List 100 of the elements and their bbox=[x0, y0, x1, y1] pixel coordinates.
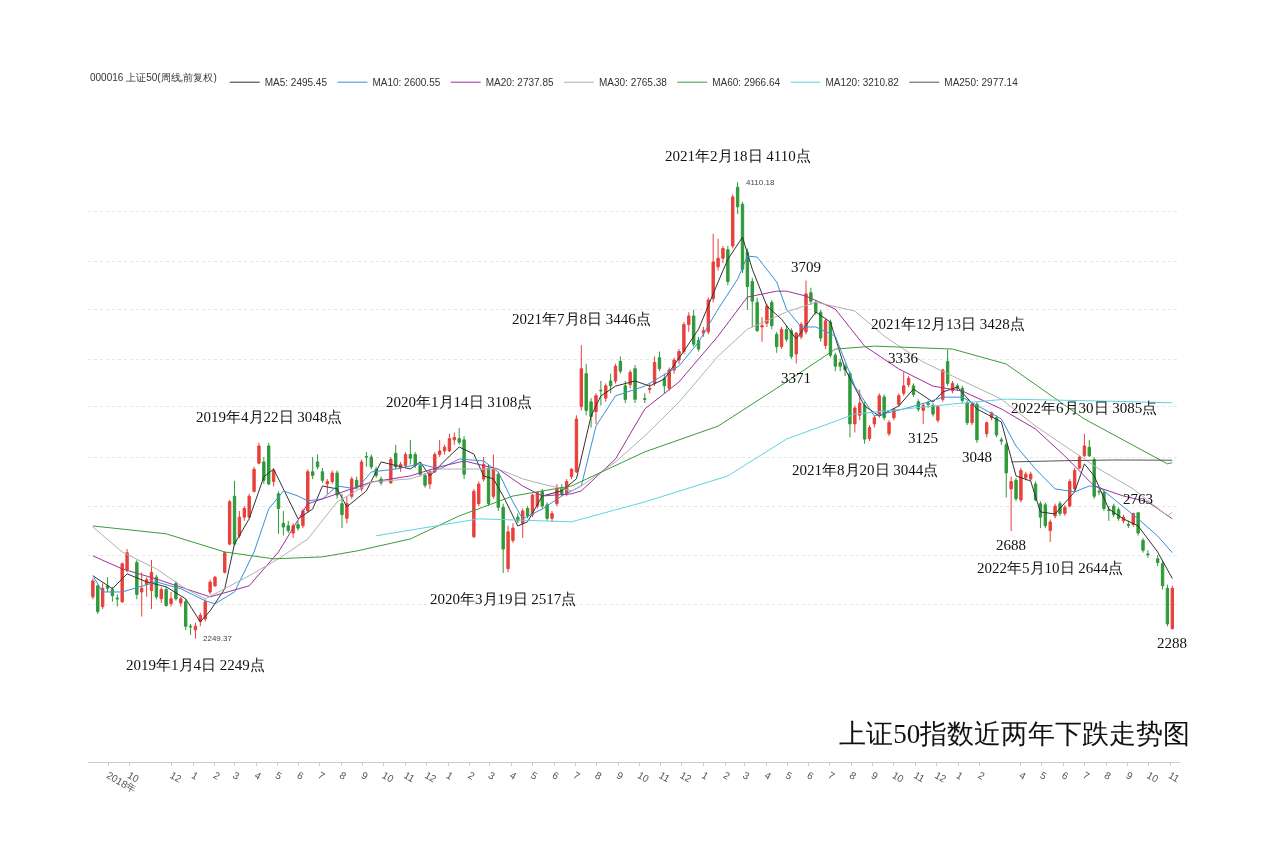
candlestick bbox=[779, 326, 784, 350]
legend-label: MA10: 2600.55 bbox=[372, 77, 441, 89]
x-tick-label: 1 bbox=[699, 769, 711, 783]
candlestick bbox=[1165, 584, 1170, 627]
candlestick bbox=[232, 480, 237, 546]
x-tick-label: 7 bbox=[1080, 769, 1092, 783]
x-tick-label: 10 bbox=[890, 769, 906, 785]
candlestick bbox=[985, 420, 989, 438]
candlestick bbox=[755, 297, 759, 333]
candlestick bbox=[257, 442, 261, 465]
candlestick bbox=[1043, 501, 1048, 529]
candlestick bbox=[877, 392, 881, 419]
x-tick-label: 3 bbox=[486, 769, 498, 783]
candlestick bbox=[550, 510, 554, 523]
candlestick bbox=[1126, 520, 1131, 529]
annotation: 3048 bbox=[962, 449, 992, 465]
candlestick bbox=[926, 400, 930, 409]
candlestick bbox=[442, 444, 447, 456]
legend-label: MA60: 2966.64 bbox=[712, 77, 781, 89]
candlestick bbox=[1155, 554, 1160, 567]
x-tick-label: 4 bbox=[252, 769, 264, 783]
candlestick bbox=[965, 400, 969, 426]
annotation: 2020年1月14日 3108点 bbox=[386, 394, 533, 410]
candlestick bbox=[945, 349, 950, 387]
candlestick bbox=[252, 466, 256, 494]
x-tick-label: 6 bbox=[550, 769, 562, 783]
candlestick bbox=[784, 325, 789, 343]
candlestick bbox=[1028, 471, 1033, 483]
candlestick bbox=[887, 419, 891, 437]
candlestick bbox=[447, 433, 452, 453]
x-tick-label: 5 bbox=[1038, 769, 1050, 783]
x-tick-label: 11 bbox=[1166, 769, 1182, 785]
candlestick bbox=[726, 245, 730, 286]
annotation: 2021年2月18日 4110点 bbox=[665, 148, 811, 164]
candlestick bbox=[105, 576, 110, 593]
x-tick-label: 9 bbox=[614, 769, 626, 783]
x-tick-label: 6 bbox=[295, 769, 306, 783]
text: 上证50指数近两年下跌走势图 bbox=[839, 718, 1191, 749]
candlestick bbox=[1170, 585, 1175, 630]
candlestick bbox=[310, 456, 315, 480]
candlestick bbox=[159, 586, 163, 604]
candlestick bbox=[364, 451, 369, 468]
x-tick-label: 2 bbox=[976, 769, 987, 783]
x-tick-label: 3 bbox=[231, 769, 242, 783]
x-tick-label: 3 bbox=[741, 769, 752, 783]
candlestick bbox=[164, 586, 168, 608]
candlestick bbox=[599, 380, 603, 406]
candlestick bbox=[423, 472, 427, 489]
annotation: 2021年7月8日 3446点 bbox=[512, 311, 651, 327]
candlestick bbox=[872, 414, 877, 429]
candlestick bbox=[608, 373, 613, 394]
x-tick-label: 12 bbox=[932, 769, 949, 785]
candlestick bbox=[691, 309, 696, 348]
candlestick bbox=[315, 454, 320, 470]
candlestick bbox=[569, 467, 574, 480]
x-tick-label: 7 bbox=[826, 769, 837, 783]
annotation: 3709 bbox=[791, 259, 821, 275]
candlestick bbox=[633, 364, 637, 404]
annotation: 2288 bbox=[1157, 635, 1187, 651]
candlestick bbox=[648, 382, 652, 394]
candlestick bbox=[394, 444, 398, 470]
candlestick bbox=[970, 401, 974, 426]
annotation: 2021年12月13日 3428点 bbox=[871, 316, 1025, 332]
candlestick bbox=[1082, 433, 1087, 458]
candlestick bbox=[1014, 477, 1018, 502]
candlestick bbox=[657, 351, 662, 372]
x-tick-label: 12 bbox=[422, 769, 439, 785]
legend-label: MA250: 2977.14 bbox=[944, 77, 1019, 89]
candlestick bbox=[579, 344, 584, 411]
candlestick bbox=[867, 424, 872, 442]
candlestick bbox=[276, 490, 281, 535]
candlestick bbox=[369, 454, 373, 470]
x-tick-label: 2 bbox=[466, 769, 477, 783]
x-tick-label: 7 bbox=[571, 769, 583, 783]
candlestick bbox=[281, 510, 286, 537]
x-tick-label: 2 bbox=[211, 769, 223, 783]
candlestick bbox=[1048, 519, 1052, 543]
x-tick-label: 5 bbox=[273, 769, 285, 783]
candlestick bbox=[618, 355, 623, 375]
candlestick bbox=[1063, 504, 1067, 517]
candlestick bbox=[1107, 505, 1111, 522]
x-tick-label: 8 bbox=[337, 769, 349, 783]
legend-label: MA120: 3210.82 bbox=[825, 77, 900, 89]
x-tick-label: 1 bbox=[954, 769, 966, 783]
annotation: 2249.37 bbox=[203, 634, 233, 643]
x-tick-label: 10 bbox=[635, 769, 652, 785]
annotation: 2019年4月22日 3048点 bbox=[196, 409, 343, 425]
x-tick-label: 8 bbox=[847, 769, 859, 783]
candlestick bbox=[193, 622, 198, 640]
candlestick bbox=[149, 559, 154, 610]
candlestick bbox=[1009, 476, 1013, 532]
candlestick bbox=[1141, 537, 1145, 554]
legend-label: MA5: 2495.45 bbox=[264, 77, 328, 89]
x-tick-label: 11 bbox=[657, 769, 673, 785]
candlestick bbox=[296, 520, 300, 532]
candlestick bbox=[408, 439, 413, 465]
legend-label: MA30: 2765.38 bbox=[598, 77, 668, 89]
candlestick bbox=[735, 181, 740, 215]
x-tick-label: 5 bbox=[783, 769, 795, 783]
candlestick bbox=[628, 369, 632, 389]
